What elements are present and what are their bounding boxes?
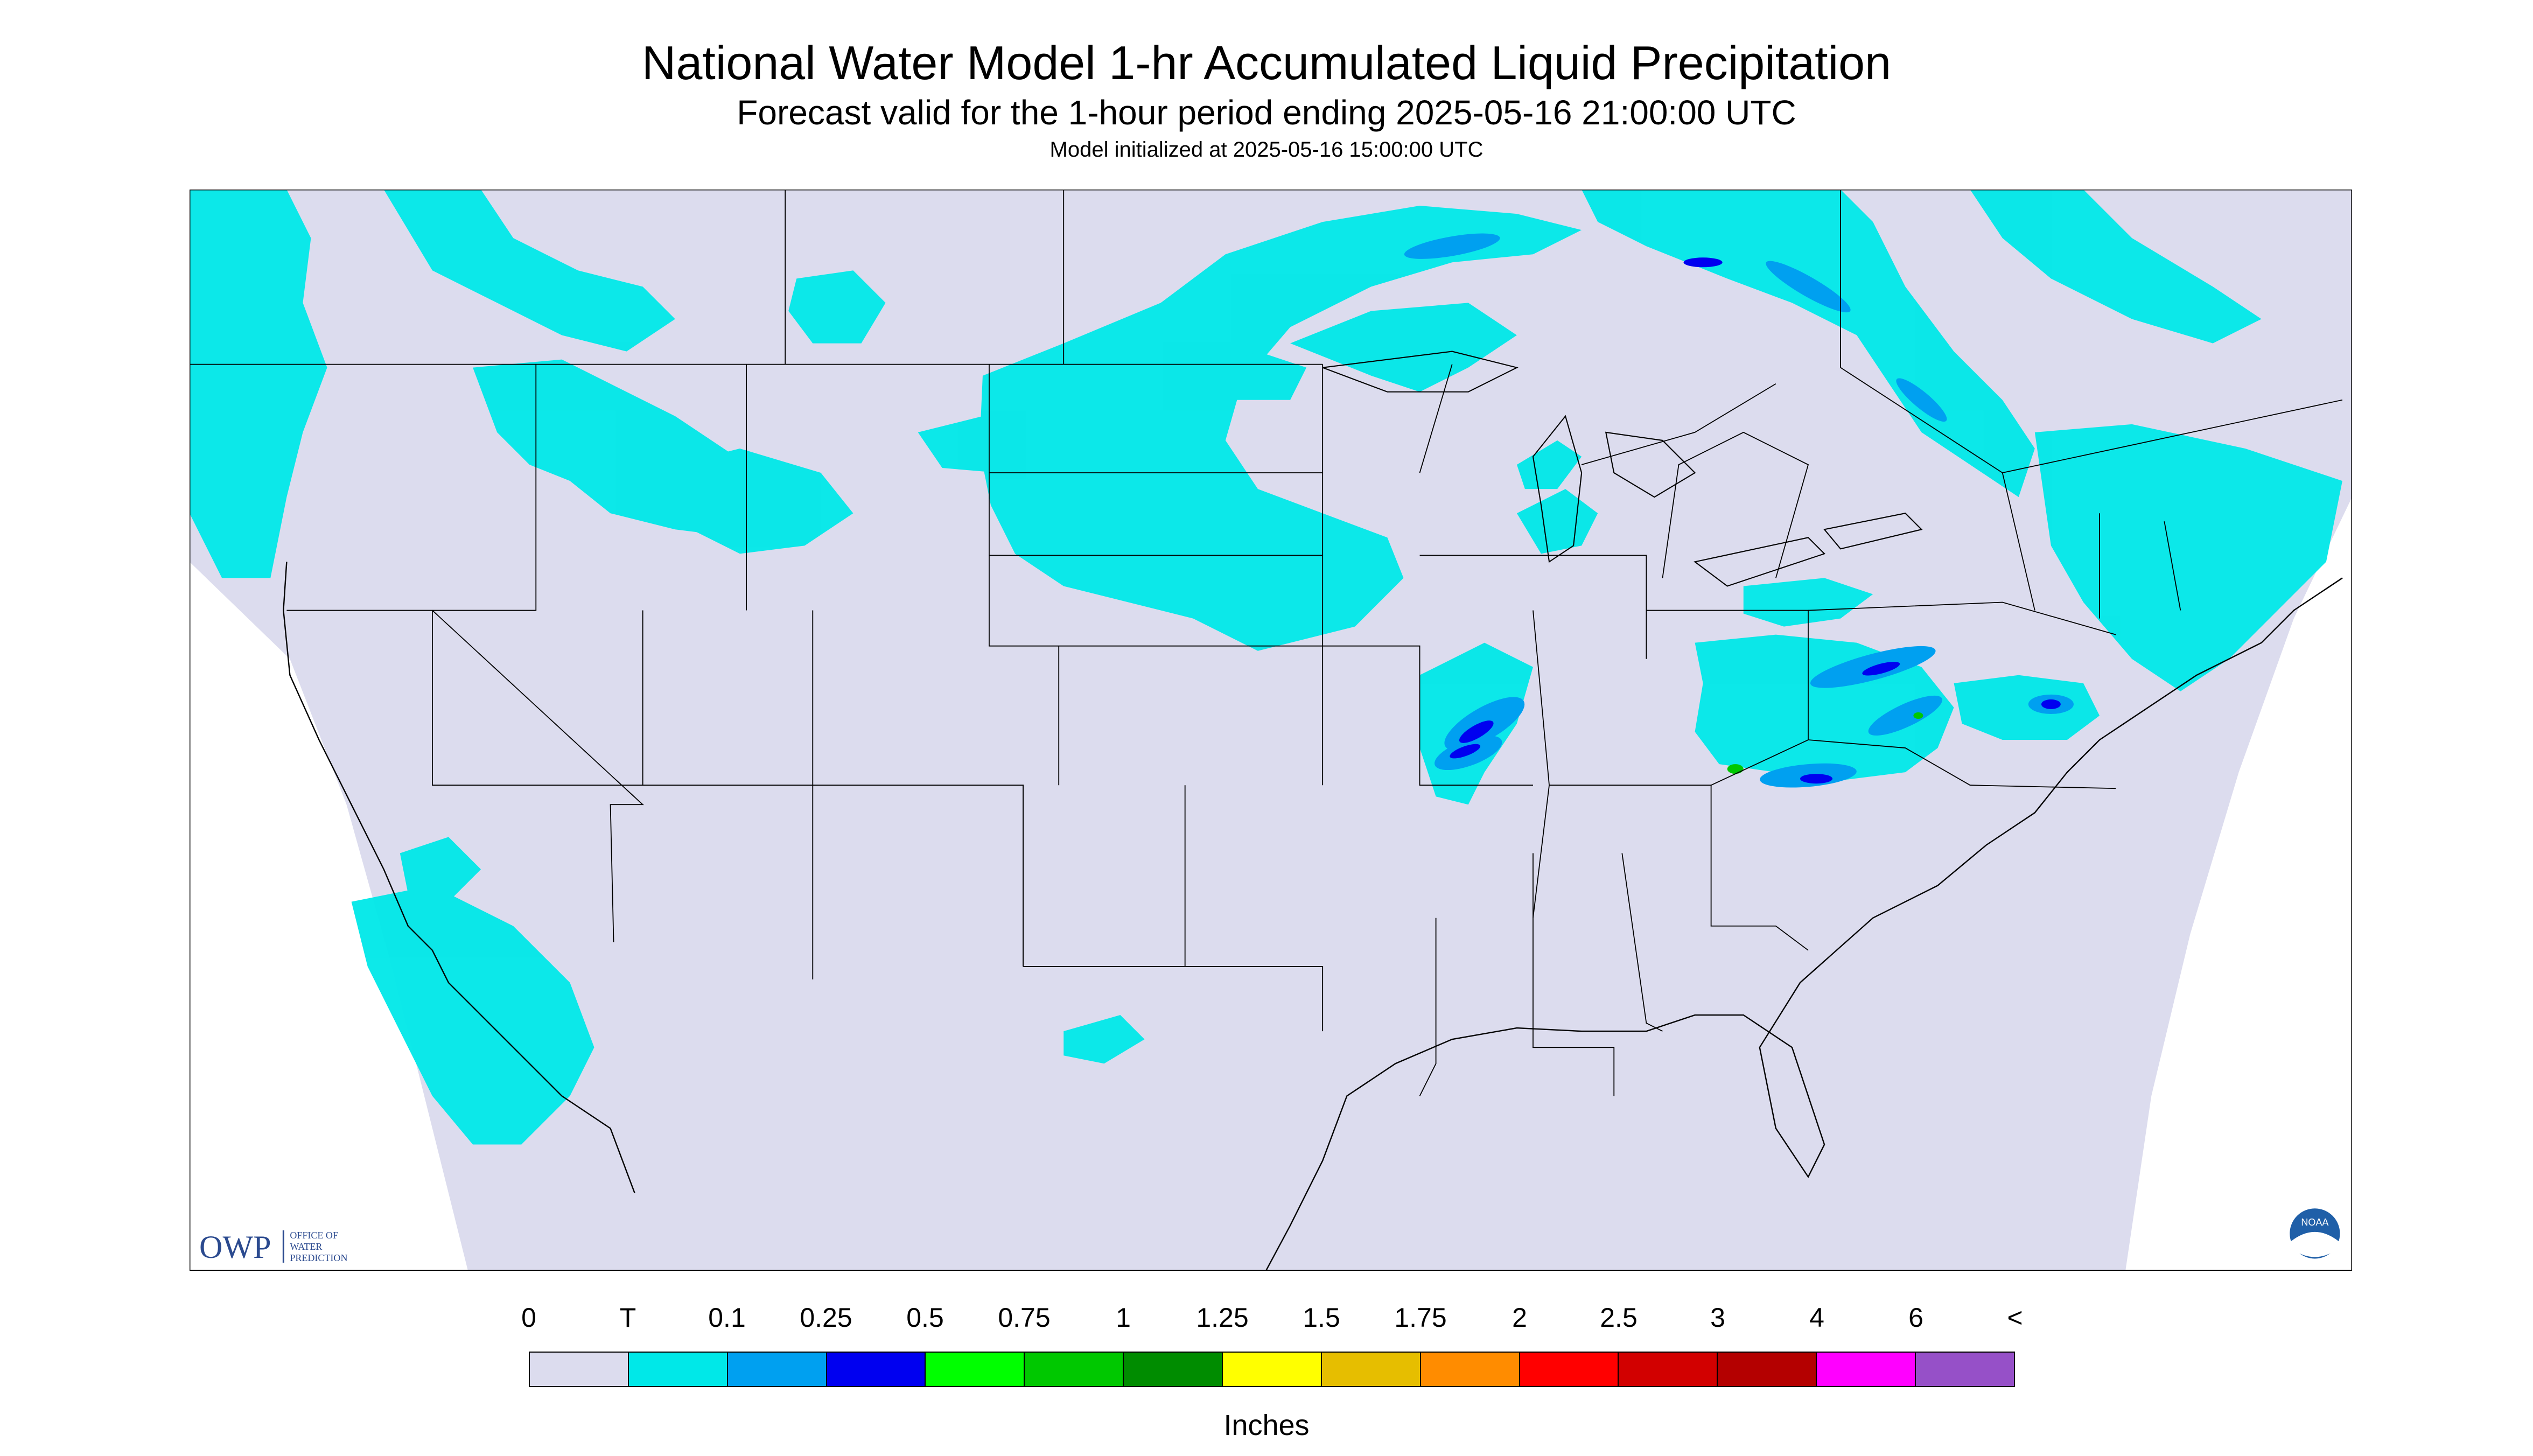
legend-swatch [1421,1353,1520,1386]
legend-label: 2.5 [1600,1303,1638,1333]
legend-color-bar [529,1352,2015,1387]
legend-swatch [1025,1353,1124,1386]
legend-label: 2 [1512,1303,1527,1333]
legend-swatch [1817,1353,1916,1386]
legend-label: 3 [1710,1303,1725,1333]
great-lakes [1322,351,1923,587]
legend-swatch [530,1353,629,1386]
noaa-logo: NOAA [2288,1207,2342,1261]
legend-swatch [1223,1353,1322,1386]
legend-swatch [1718,1353,1817,1386]
legend-swatch [1916,1353,2014,1386]
legend-swatch [1520,1353,1619,1386]
legend-units: Inches [1223,1409,1310,1441]
legend-label: 0 [521,1303,536,1333]
owp-logo-line-2: WATER [290,1241,322,1252]
legend-swatch [727,1353,827,1386]
map-title: National Water Model 1-hr Accumulated Li… [641,36,1892,89]
legend-label: 0.75 [998,1303,1051,1333]
noaa-logo-text: NOAA [2301,1217,2328,1228]
owp-logo: OWP OFFICE OF WATER PREDICTION [199,1229,347,1265]
state-boundaries [190,190,2343,1096]
legend-label: 1.25 [1196,1303,1249,1333]
legend-swatch [628,1353,728,1386]
legend-swatch [1619,1353,1718,1386]
owp-logo-line-3: PREDICTION [290,1252,347,1263]
precipitation-map: OWP OFFICE OF WATER PREDICTION NOAA [190,190,2352,1271]
owp-logo-mark: OWP [199,1229,271,1265]
legend-label: T [619,1303,636,1333]
map-subtitle: Forecast valid for the 1-hour period end… [737,93,1796,132]
legend-label: 0.1 [708,1303,746,1333]
legend-label: 0.25 [800,1303,852,1333]
owp-logo-line-1: OFFICE OF [290,1230,338,1241]
precip-heavy [1727,712,1923,774]
legend-swatch [1321,1353,1421,1386]
legend-label: < [2007,1303,2023,1333]
legend-swatch [1124,1353,1223,1386]
legend-labels: 0 T 0.1 0.25 0.5 0.75 1 1.25 1.5 1.75 2 2.5 3 4 6 < [0,1302,2533,1340]
legend-label: 1 [1116,1303,1131,1333]
legend-label: 1.5 [1303,1303,1340,1333]
precip-moderate [1450,257,2061,784]
legend-swatch [926,1353,1025,1386]
legend-label: 1.75 [1394,1303,1447,1333]
legend-label: 6 [1908,1303,1923,1333]
coastlines [283,562,2343,1271]
legend-label: 0.5 [906,1303,944,1333]
legend-label: 4 [1809,1303,1824,1333]
model-init-text: Model initialized at 2025-05-16 15:00:00… [1049,138,1484,162]
legend-swatch [827,1353,926,1386]
